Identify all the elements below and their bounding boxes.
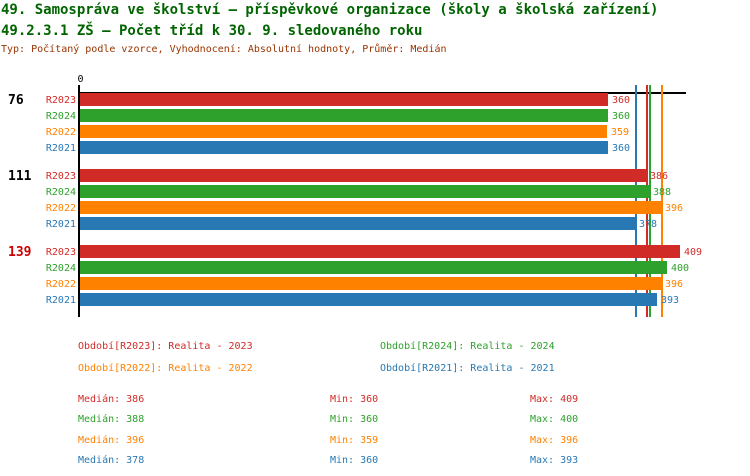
stat-max: Max: 400 <box>530 414 579 425</box>
stat-max: Max: 409 <box>530 394 579 405</box>
axis-origin-label: 0 <box>77 74 84 85</box>
bar-row-label-r2021: R2021 <box>45 295 76 306</box>
stat-median: Medián: 396 <box>78 435 145 446</box>
bar-row-label-r2022: R2022 <box>45 127 76 138</box>
bar-row-label-r2024: R2024 <box>45 111 76 122</box>
legend-item-3: Období[R2022]: Realita - 2022 <box>78 363 253 374</box>
bar-value-label: 393 <box>661 295 680 306</box>
bar-r2023 <box>80 169 646 182</box>
legend-item-4: Období[R2021]: Realita - 2021 <box>380 363 555 374</box>
stat-min: Min: 360 <box>330 455 379 466</box>
median-line-r2022 <box>661 85 663 317</box>
bar-value-label: 359 <box>611 127 630 138</box>
bar-value-label: 396 <box>665 279 684 290</box>
report-subtitle: 49.2.3.1 ZŠ – Počet tříd k 30. 9. sledov… <box>1 23 423 39</box>
bar-row-label-r2024: R2024 <box>45 263 76 274</box>
bar-r2022 <box>80 201 661 214</box>
group-label: 139 <box>8 245 32 260</box>
bar-row-label-r2021: R2021 <box>45 143 76 154</box>
report-title: 49. Samospráva ve školství – příspěvkové… <box>1 2 659 18</box>
bar-value-label: 360 <box>612 143 631 154</box>
stat-median: Medián: 388 <box>78 414 145 425</box>
bar-row-label-r2023: R2023 <box>45 247 76 258</box>
bar-r2023 <box>80 245 680 258</box>
bar-row-label-r2022: R2022 <box>45 279 76 290</box>
bar-row-label-r2023: R2023 <box>45 171 76 182</box>
bar-value-label: 360 <box>612 111 631 122</box>
bar-r2024 <box>80 261 667 274</box>
bar-value-label: 396 <box>665 203 684 214</box>
bar-value-label: 409 <box>684 247 703 258</box>
bar-r2024 <box>80 185 649 198</box>
bar-r2022 <box>80 125 607 138</box>
group-label: 111 <box>8 169 32 184</box>
bar-row-label-r2022: R2022 <box>45 203 76 214</box>
bar-value-label: 378 <box>639 219 658 230</box>
bar-row-label-r2021: R2021 <box>45 219 76 230</box>
stat-min: Min: 360 <box>330 414 379 425</box>
stat-median: Medián: 386 <box>78 394 145 405</box>
report-meta-line: Typ: Počítaný podle vzorce, Vyhodnocení:… <box>1 44 447 55</box>
group-label: 76 <box>8 93 24 108</box>
bar-value-label: 388 <box>653 187 672 198</box>
stat-min: Min: 360 <box>330 394 379 405</box>
bar-r2024 <box>80 109 608 122</box>
bar-r2022 <box>80 277 661 290</box>
bar-value-label: 386 <box>650 171 669 182</box>
legend-item-1: Období[R2023]: Realita - 2023 <box>78 341 253 352</box>
stat-median: Medián: 378 <box>78 455 145 466</box>
bar-r2021 <box>80 217 635 230</box>
bar-chart: 76 R2023 360 R2024 360 R2022 359 R2021 360 111 R20… <box>8 85 703 317</box>
bar-value-label: 400 <box>671 263 690 274</box>
bar-row-label-r2023: R2023 <box>45 95 76 106</box>
bar-r2023 <box>80 93 608 106</box>
bar-row-label-r2024: R2024 <box>45 187 76 198</box>
bar-r2021 <box>80 293 657 306</box>
stat-min: Min: 359 <box>330 435 379 446</box>
legend-item-2: Období[R2024]: Realita - 2024 <box>380 341 555 352</box>
y-axis-line <box>78 85 80 317</box>
stat-max: Max: 393 <box>530 455 579 466</box>
stat-max: Max: 396 <box>530 435 579 446</box>
bar-value-label: 360 <box>612 95 631 106</box>
bar-r2021 <box>80 141 608 154</box>
